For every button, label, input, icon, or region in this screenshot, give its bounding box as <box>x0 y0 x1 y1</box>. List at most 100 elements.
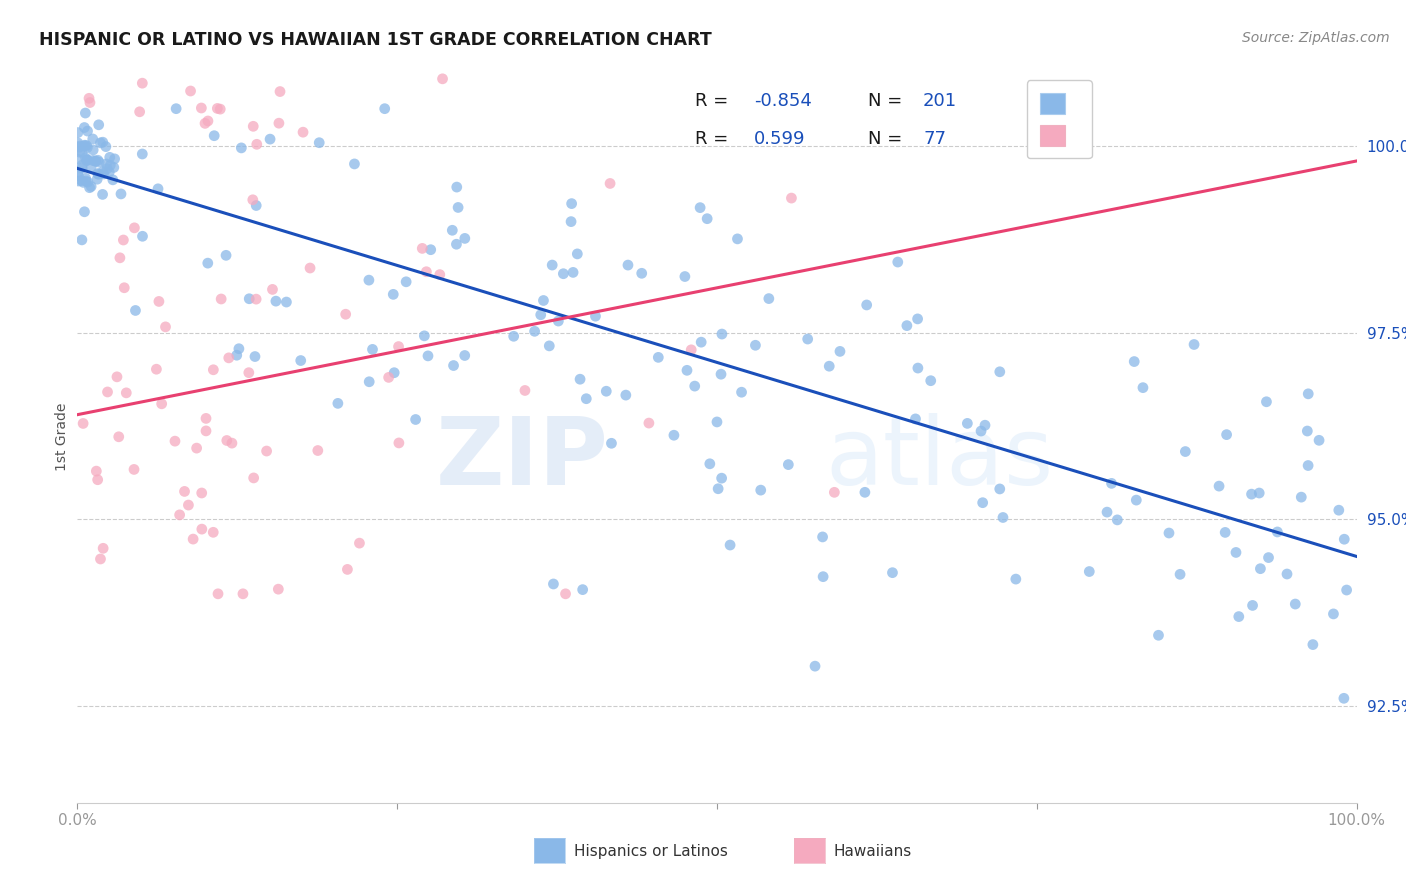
Point <box>242 193 264 207</box>
Point <box>267 116 290 130</box>
Point <box>231 141 253 155</box>
Point <box>1257 550 1279 565</box>
Point <box>73 120 96 135</box>
Point <box>72 417 94 431</box>
Point <box>1296 387 1319 401</box>
Point <box>585 309 607 323</box>
Point <box>84 154 107 169</box>
Point <box>259 132 281 146</box>
Point <box>70 158 93 172</box>
Point <box>87 153 110 168</box>
Point <box>115 385 138 400</box>
Point <box>242 120 264 134</box>
Point <box>76 153 98 167</box>
Point <box>215 248 238 262</box>
Point <box>209 102 232 116</box>
Point <box>991 510 1014 524</box>
Point <box>242 471 264 485</box>
Point <box>292 125 315 139</box>
Point <box>155 319 177 334</box>
Point <box>614 388 637 402</box>
Point <box>209 292 232 306</box>
Point <box>710 471 733 485</box>
Point <box>502 329 524 343</box>
Point <box>87 167 110 181</box>
Point <box>571 582 593 597</box>
Point <box>165 102 187 116</box>
Point <box>336 562 359 576</box>
Point <box>538 339 561 353</box>
Point <box>73 138 96 153</box>
Point <box>1215 427 1237 442</box>
Point <box>96 384 118 399</box>
Point <box>553 267 575 281</box>
Point <box>1275 567 1298 582</box>
Point <box>710 327 733 342</box>
Point <box>441 223 464 237</box>
Point <box>190 486 212 500</box>
Point <box>80 160 103 174</box>
Point <box>197 256 219 270</box>
Point <box>804 659 827 673</box>
Point <box>104 152 127 166</box>
Point <box>690 335 713 350</box>
Point <box>202 363 225 377</box>
Point <box>93 167 115 181</box>
Point <box>1157 526 1180 541</box>
Point <box>202 128 225 143</box>
Point <box>855 298 877 312</box>
Point <box>94 139 117 153</box>
Point <box>970 424 993 438</box>
Point <box>82 132 104 146</box>
Point <box>163 434 186 449</box>
Point <box>87 118 110 132</box>
Point <box>180 84 202 98</box>
Point <box>76 175 98 189</box>
Point <box>86 473 108 487</box>
Point <box>1249 486 1271 500</box>
Point <box>853 485 876 500</box>
Point <box>75 106 97 120</box>
Point <box>91 135 114 149</box>
Point <box>1208 479 1230 493</box>
Point <box>446 180 468 194</box>
Text: HISPANIC OR LATINO VS HAWAIIAN 1ST GRADE CORRELATION CHART: HISPANIC OR LATINO VS HAWAIIAN 1ST GRADE… <box>39 31 711 49</box>
Text: atlas: atlas <box>825 413 1054 505</box>
Point <box>177 498 200 512</box>
Point <box>388 436 411 450</box>
Point <box>262 282 284 296</box>
Point <box>98 158 121 172</box>
Point <box>446 237 468 252</box>
Point <box>101 173 124 187</box>
Point <box>595 384 617 399</box>
Point <box>1333 691 1355 706</box>
Point <box>718 538 741 552</box>
Point <box>1225 545 1247 559</box>
Point <box>169 508 191 522</box>
Point <box>647 351 669 365</box>
Point <box>96 161 118 176</box>
Point <box>1336 582 1358 597</box>
Point <box>707 482 730 496</box>
Point <box>523 324 546 338</box>
Point <box>69 139 91 153</box>
Point <box>131 76 153 90</box>
Point <box>173 484 195 499</box>
Point <box>276 295 298 310</box>
Point <box>1296 458 1319 473</box>
Point <box>76 140 98 154</box>
Point <box>513 384 536 398</box>
Point <box>69 145 91 160</box>
Point <box>727 232 749 246</box>
Point <box>454 349 477 363</box>
Point <box>382 366 405 380</box>
Point <box>1284 597 1306 611</box>
Point <box>1174 444 1197 458</box>
Text: -0.854: -0.854 <box>754 92 813 110</box>
Point <box>778 458 800 472</box>
Point <box>148 294 170 309</box>
Point <box>357 273 380 287</box>
Point <box>76 138 98 153</box>
Point <box>86 464 108 478</box>
Point <box>429 268 451 282</box>
